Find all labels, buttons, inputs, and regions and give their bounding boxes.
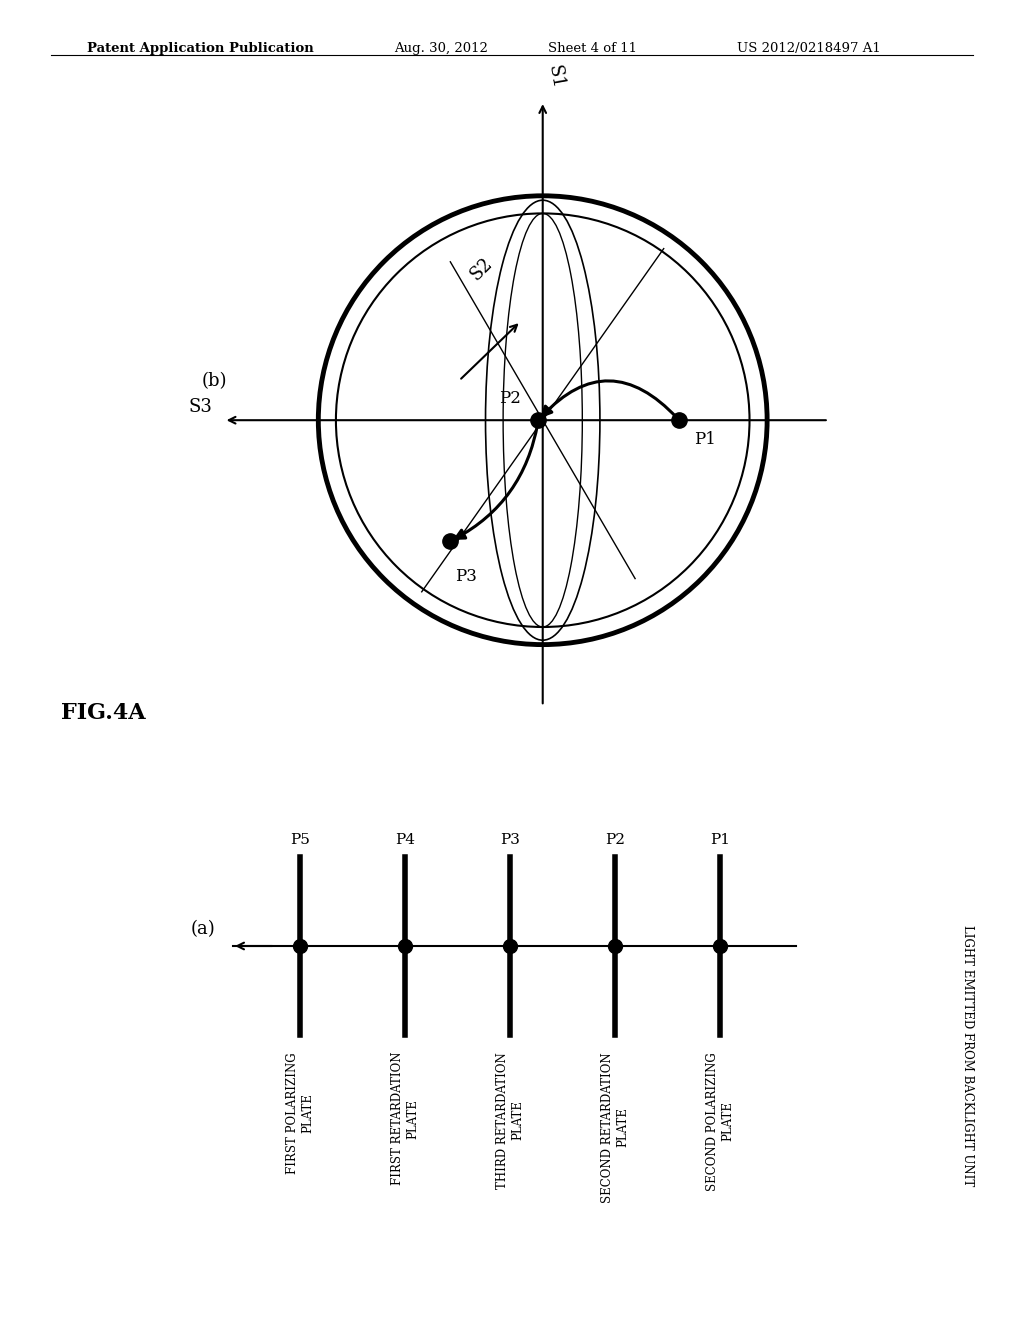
Text: P3: P3: [500, 833, 520, 847]
Text: FIG.4A: FIG.4A: [61, 702, 146, 725]
FancyArrowPatch shape: [543, 381, 677, 418]
Text: P2: P2: [499, 389, 521, 407]
Text: (a): (a): [191, 920, 216, 939]
Text: (b): (b): [202, 372, 227, 389]
Text: Aug. 30, 2012: Aug. 30, 2012: [394, 42, 488, 55]
Text: LIGHT EMITTED FROM BACKLIGHT UNIT: LIGHT EMITTED FROM BACKLIGHT UNIT: [962, 925, 974, 1187]
Text: THIRD RETARDATION
PLATE: THIRD RETARDATION PLATE: [496, 1052, 524, 1188]
Text: FIRST POLARIZING
PLATE: FIRST POLARIZING PLATE: [286, 1052, 314, 1173]
Text: SECOND POLARIZING
PLATE: SECOND POLARIZING PLATE: [706, 1052, 734, 1191]
Text: US 2012/0218497 A1: US 2012/0218497 A1: [737, 42, 881, 55]
Text: S2: S2: [466, 255, 496, 284]
Text: Patent Application Publication: Patent Application Publication: [87, 42, 313, 55]
Text: Sheet 4 of 11: Sheet 4 of 11: [548, 42, 637, 55]
Text: P4: P4: [395, 833, 415, 847]
FancyArrowPatch shape: [456, 422, 538, 539]
Text: P1: P1: [694, 432, 717, 449]
Text: FIRST RETARDATION
PLATE: FIRST RETARDATION PLATE: [391, 1052, 420, 1185]
Text: P3: P3: [455, 568, 476, 585]
Text: P1: P1: [710, 833, 730, 847]
Text: S3: S3: [188, 399, 213, 416]
Text: P2: P2: [605, 833, 625, 847]
Text: S1: S1: [545, 63, 567, 90]
Text: SECOND RETARDATION
PLATE: SECOND RETARDATION PLATE: [601, 1052, 630, 1203]
Text: P5: P5: [290, 833, 310, 847]
